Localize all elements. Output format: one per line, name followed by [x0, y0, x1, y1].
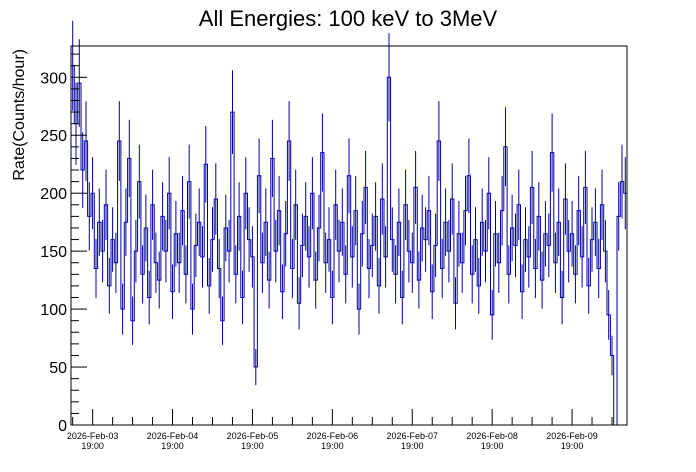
x-tick-date: 2026-Feb-03 [67, 431, 119, 441]
y-tick-label: 150 [40, 244, 67, 261]
data-series-line [71, 65, 627, 426]
y-tick-label: 100 [40, 302, 67, 319]
x-tick-time: 19:00 [321, 441, 344, 451]
x-tick-date: 2026-Feb-09 [546, 431, 598, 441]
x-tick-time: 19:00 [561, 441, 584, 451]
y-tick-label: 300 [40, 70, 67, 87]
x-tick-time: 19:00 [241, 441, 264, 451]
y-tick-label: 200 [40, 186, 67, 203]
x-tick-date: 2026-Feb-06 [307, 431, 359, 441]
x-tick-time: 19:00 [401, 441, 424, 451]
x-tick-date: 2026-Feb-04 [147, 431, 199, 441]
y-tick-label: 0 [58, 418, 67, 435]
x-tick-date: 2026-Feb-05 [227, 431, 279, 441]
x-tick-time: 19:00 [481, 441, 504, 451]
chart-title: All Energies: 100 keV to 3MeV [198, 6, 498, 31]
x-tick-date: 2026-Feb-07 [386, 431, 438, 441]
plot-frame [70, 45, 628, 426]
y-axis-label: Rate(Counts/hour) [11, 49, 28, 181]
x-tick-time: 19:00 [161, 441, 184, 451]
y-tick-label: 250 [40, 128, 67, 145]
y-tick-label: 50 [49, 360, 67, 377]
x-tick-time: 19:00 [81, 441, 104, 451]
x-tick-date: 2026-Feb-08 [466, 431, 518, 441]
